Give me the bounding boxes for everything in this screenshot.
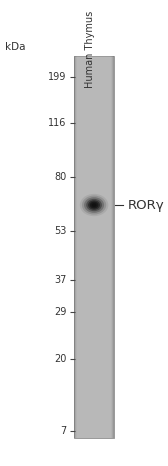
Text: 53: 53 bbox=[54, 226, 66, 236]
Ellipse shape bbox=[80, 194, 108, 216]
Text: RORγ: RORγ bbox=[128, 199, 164, 212]
Bar bbox=[113, 56, 114, 438]
Text: 199: 199 bbox=[48, 72, 66, 82]
Text: 20: 20 bbox=[54, 354, 66, 364]
Text: 37: 37 bbox=[54, 274, 66, 285]
Text: 80: 80 bbox=[54, 172, 66, 182]
Text: 29: 29 bbox=[54, 307, 66, 317]
Text: 7: 7 bbox=[60, 426, 66, 436]
Text: kDa: kDa bbox=[5, 42, 26, 52]
Bar bbox=[74, 56, 76, 438]
Ellipse shape bbox=[84, 197, 104, 213]
Bar bbox=[111, 56, 114, 438]
Bar bbox=[74, 56, 75, 438]
Ellipse shape bbox=[82, 196, 106, 214]
Bar bbox=[74, 56, 77, 438]
Ellipse shape bbox=[93, 204, 95, 206]
Bar bbox=[112, 56, 114, 438]
Bar bbox=[74, 56, 114, 438]
Text: 116: 116 bbox=[48, 118, 66, 129]
Ellipse shape bbox=[92, 203, 97, 207]
Text: Human Thymus: Human Thymus bbox=[85, 10, 95, 88]
Ellipse shape bbox=[88, 200, 100, 210]
Ellipse shape bbox=[90, 202, 98, 208]
Ellipse shape bbox=[86, 199, 102, 211]
